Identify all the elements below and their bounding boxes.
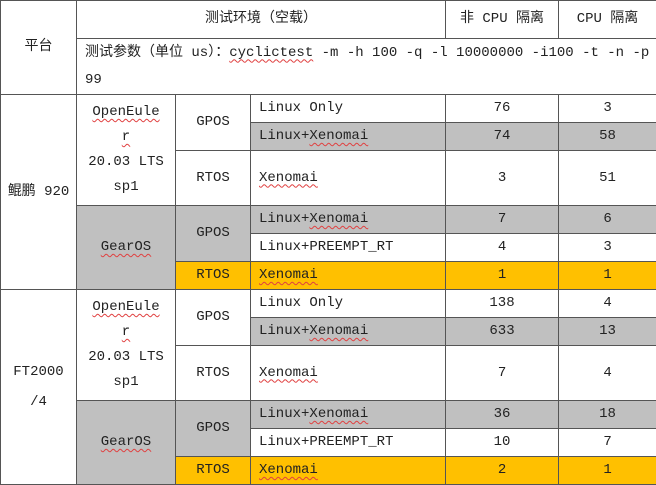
iso-header: CPU 隔离 bbox=[559, 1, 656, 39]
os-gearos: GearOS bbox=[77, 206, 176, 290]
kind-cell: RTOS bbox=[176, 151, 251, 206]
iso-value: 51 bbox=[559, 151, 656, 206]
iso-value: 7 bbox=[559, 429, 656, 457]
config-cell: Linux+PREEMPT_RT bbox=[251, 234, 446, 262]
non-iso-value: 633 bbox=[446, 318, 559, 346]
non-iso-value: 36 bbox=[446, 401, 559, 429]
iso-value: 3 bbox=[559, 234, 656, 262]
config-cell: Xenomai bbox=[251, 457, 446, 485]
iso-value: 1 bbox=[559, 457, 656, 485]
config-cell: Linux+Xenomai bbox=[251, 123, 446, 151]
env-header: 测试环境（空载） bbox=[77, 1, 446, 39]
kind-cell: RTOS bbox=[176, 262, 251, 290]
config-cell: Xenomai bbox=[251, 346, 446, 401]
iso-value: 18 bbox=[559, 401, 656, 429]
config-cell: Linux Only bbox=[251, 95, 446, 123]
config-cell: Linux+Xenomai bbox=[251, 206, 446, 234]
iso-value: 58 bbox=[559, 123, 656, 151]
config-cell: Linux+Xenomai bbox=[251, 318, 446, 346]
non-iso-value: 7 bbox=[446, 346, 559, 401]
os-gearos: GearOS bbox=[77, 401, 176, 485]
kind-cell: GPOS bbox=[176, 95, 251, 151]
platform-name: FT2000 /4 bbox=[1, 290, 77, 485]
non-iso-value: 2 bbox=[446, 457, 559, 485]
config-cell: Linux+Xenomai bbox=[251, 401, 446, 429]
iso-value: 6 bbox=[559, 206, 656, 234]
config-cell: Linux Only bbox=[251, 290, 446, 318]
config-cell: Linux+PREEMPT_RT bbox=[251, 429, 446, 457]
param-label: 测试参数（单位 us）： bbox=[85, 45, 229, 61]
iso-value: 13 bbox=[559, 318, 656, 346]
kind-cell: GPOS bbox=[176, 290, 251, 346]
non-iso-value: 138 bbox=[446, 290, 559, 318]
non-iso-value: 4 bbox=[446, 234, 559, 262]
iso-value: 3 bbox=[559, 95, 656, 123]
non-iso-value: 74 bbox=[446, 123, 559, 151]
kind-cell: GPOS bbox=[176, 401, 251, 457]
non-iso-value: 76 bbox=[446, 95, 559, 123]
kind-cell: GPOS bbox=[176, 206, 251, 262]
non-iso-value: 1 bbox=[446, 262, 559, 290]
kind-cell: RTOS bbox=[176, 457, 251, 485]
non-iso-header: 非 CPU 隔离 bbox=[446, 1, 559, 39]
non-iso-value: 3 bbox=[446, 151, 559, 206]
kind-cell: RTOS bbox=[176, 346, 251, 401]
param-command: cyclictest bbox=[229, 45, 313, 61]
iso-value: 1 bbox=[559, 262, 656, 290]
config-cell: Xenomai bbox=[251, 151, 446, 206]
config-cell: Xenomai bbox=[251, 262, 446, 290]
iso-value: 4 bbox=[559, 346, 656, 401]
iso-value: 4 bbox=[559, 290, 656, 318]
test-params: 测试参数（单位 us）：cyclictest -m -h 100 -q -l 1… bbox=[77, 39, 656, 95]
non-iso-value: 7 bbox=[446, 206, 559, 234]
platform-name: 鲲鹏 920 bbox=[1, 95, 77, 290]
platform-header: 平台 bbox=[1, 1, 77, 95]
non-iso-value: 10 bbox=[446, 429, 559, 457]
